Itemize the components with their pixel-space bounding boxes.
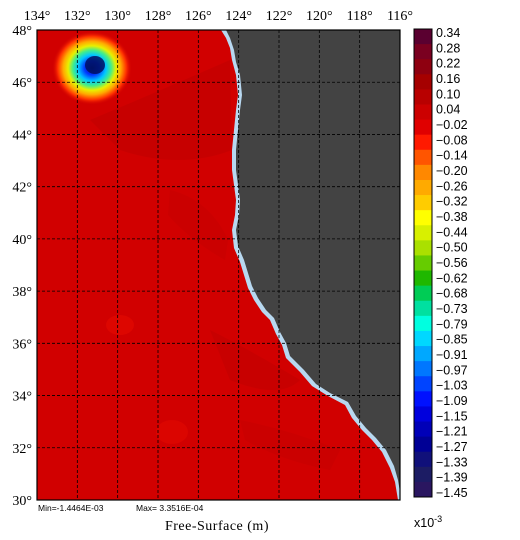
- colorbar-swatch: [414, 119, 432, 136]
- colorbar-swatch: [414, 164, 432, 181]
- multiplier-base: x10: [414, 516, 434, 530]
- colorbar-swatch: [414, 210, 432, 226]
- longitude-tick-label: 132°: [64, 9, 91, 24]
- colorbar-tick-label: 0.04: [436, 103, 460, 117]
- colorbar-tick-label: −0.62: [436, 271, 468, 285]
- longitude-tick-label: 130°: [104, 9, 131, 24]
- colorbar-tick-label: −1.27: [436, 440, 468, 454]
- colorbar-tick-label: 0.10: [436, 87, 460, 101]
- multiplier-exponent: -3: [434, 514, 442, 524]
- colorbar-tick-label: 0.28: [436, 41, 460, 55]
- colorbar-swatch: [414, 466, 432, 483]
- colorbar-tick-label: −0.44: [436, 225, 468, 239]
- latitude-tick-label: 34°: [12, 390, 32, 405]
- land-polygon: [226, 30, 400, 492]
- colorbar-swatch: [414, 451, 432, 468]
- eddy-anomaly: [52, 31, 132, 105]
- colorbar-multiplier: x10-3: [414, 514, 442, 530]
- longitude-tick-label: 122°: [266, 9, 293, 24]
- latitude-tick-label: 46°: [12, 76, 32, 91]
- colorbar-tick-label: −0.50: [436, 241, 468, 255]
- colorbar-tick-label: −0.26: [436, 179, 468, 193]
- colorbar-swatch: [414, 225, 432, 241]
- colorbar-tick-label: 0.16: [436, 72, 460, 86]
- latitude-tick-label: 42°: [12, 181, 32, 196]
- colorbar-tick-label: −0.56: [436, 256, 468, 270]
- colorbar-swatch: [414, 89, 432, 105]
- colorbar-swatch: [414, 270, 432, 287]
- colorbar-swatch: [414, 74, 432, 90]
- longitude-tick-label: 116°: [387, 9, 413, 24]
- longitude-labels: 134° 132° 130° 128° 126° 124° 122° 120° 118° 116°: [24, 9, 413, 24]
- longitude-tick-label: 128°: [145, 9, 172, 24]
- colorbar-frame: [413, 28, 433, 498]
- colorbar-tick-label: −0.20: [436, 164, 468, 178]
- latitude-tick-label: 38°: [12, 285, 32, 300]
- colorbar-tick-label: −0.91: [436, 348, 468, 362]
- colorbar-tick-label: −1.33: [436, 455, 468, 469]
- latitude-tick-label: 48°: [12, 24, 32, 39]
- colorbar-tick-label: −0.68: [436, 287, 468, 301]
- colorbar-tick-label: −1.39: [436, 471, 468, 485]
- colorbar-tick-label: −0.73: [436, 302, 468, 316]
- colorbar-swatch: [414, 346, 432, 362]
- colorbar-swatch: [414, 44, 432, 60]
- longitude-tick-label: 126°: [185, 9, 212, 24]
- colorbar-swatch: [414, 421, 432, 438]
- colorbar-swatch: [414, 285, 432, 302]
- colorbar-labels: 0.340.280.220.160.100.04−0.02−0.08−0.14−…: [436, 26, 468, 500]
- colorbar-tick-label: −0.85: [436, 333, 468, 347]
- colorbar-tick-label: −0.02: [436, 118, 468, 132]
- max-value-text: Max= 3.3516E-04: [136, 503, 204, 513]
- longitude-tick-label: 120°: [306, 9, 333, 24]
- colorbar-tick-label: −0.38: [436, 210, 468, 224]
- colorbar-swatch: [414, 59, 432, 75]
- colorbar-swatch: [414, 315, 432, 332]
- latitude-tick-label: 30°: [12, 494, 32, 509]
- colorbar-swatch: [414, 179, 432, 196]
- colorbar-swatch: [414, 481, 432, 498]
- colorbar-tick-label: −0.14: [436, 149, 468, 163]
- colorbar-swatch: [414, 361, 432, 377]
- colorbar-tick-label: −0.08: [436, 133, 468, 147]
- colorbar-swatch: [414, 149, 432, 166]
- latitude-tick-label: 40°: [12, 233, 32, 248]
- land-mass: [221, 30, 400, 500]
- colorbar-tick-label: −1.09: [436, 394, 468, 408]
- colorbar-swatch: [414, 255, 432, 271]
- colorbar-tick-label: −1.45: [436, 486, 468, 500]
- colorbar-swatch: [414, 300, 432, 317]
- latitude-tick-label: 44°: [12, 128, 32, 143]
- colorbar-tick-label: −1.21: [436, 425, 468, 439]
- colorbar-tick-label: 0.22: [436, 57, 460, 71]
- map-title: Free-Surface (m): [165, 519, 269, 534]
- colorbar-swatch: [414, 406, 432, 422]
- colorbar-tick-label: −0.79: [436, 317, 468, 331]
- colorbar-tick-label: −1.03: [436, 379, 468, 393]
- longitude-tick-label: 134°: [24, 9, 51, 24]
- latitude-tick-label: 36°: [12, 337, 32, 352]
- colorbar-swatch: [414, 330, 432, 347]
- colorbar-swatch: [414, 376, 432, 392]
- colorbar-swatch: [414, 195, 432, 211]
- colorbar-swatch: [414, 391, 432, 407]
- graticule: [37, 30, 400, 500]
- latitude-tick-label: 32°: [12, 442, 32, 457]
- plot-frame: [36, 29, 401, 501]
- colorbar-tick-label: −1.15: [436, 409, 468, 423]
- longitude-tick-label: 118°: [347, 9, 373, 24]
- colorbar-tick-label: 0.34: [436, 26, 460, 40]
- colorbar-swatch: [414, 134, 432, 151]
- latitude-labels: 48° 46° 44° 42° 40° 38° 36° 34° 32° 30°: [12, 24, 32, 509]
- colorbar-tick-label: −0.97: [436, 363, 468, 377]
- colorbar-swatch: [414, 104, 432, 120]
- colorbar-swatch: [414, 240, 432, 256]
- colorbar-tick-label: −0.32: [436, 195, 468, 209]
- colorbar-swatch: [414, 436, 432, 453]
- longitude-tick-label: 124°: [225, 9, 252, 24]
- colorbar-swatch: [414, 29, 432, 45]
- colorbar: [413, 28, 433, 498]
- min-value-text: Min=-1.4464E-03: [38, 503, 104, 513]
